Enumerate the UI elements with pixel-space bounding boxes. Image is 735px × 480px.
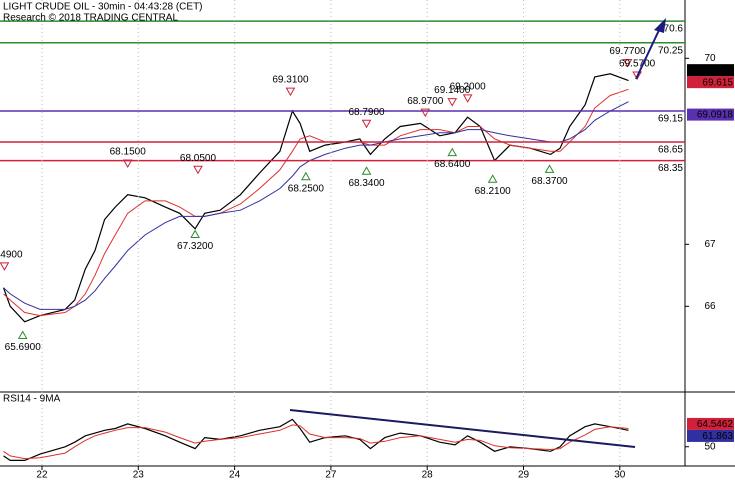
pivot-label: 69.5700 bbox=[619, 59, 656, 70]
pivot-label: 68.1500 bbox=[110, 147, 147, 158]
price-tag bbox=[687, 64, 734, 77]
level-label: 70.25 bbox=[658, 45, 683, 56]
pivot-marker bbox=[544, 164, 555, 173]
pivot-marker bbox=[0, 262, 10, 271]
price-tag-label: 61.863 bbox=[702, 431, 733, 442]
chart-title: LIGHT CRUDE OIL - 30min - 04:43:28 (CET) bbox=[3, 2, 203, 13]
pivot-label: 69.3100 bbox=[272, 75, 309, 86]
pivot-label: 68.3700 bbox=[531, 176, 568, 187]
price-tag bbox=[687, 108, 734, 121]
pivot-label: 68.2100 bbox=[475, 186, 512, 197]
level-label: 68.35 bbox=[658, 163, 683, 174]
x-tick-label: 29 bbox=[518, 470, 530, 480]
pivot-marker bbox=[632, 71, 642, 80]
x-tick-label: 30 bbox=[614, 470, 626, 480]
y-tick-label: 67 bbox=[704, 239, 716, 250]
pivot-label: 68.2500 bbox=[288, 183, 325, 194]
pivot-marker bbox=[285, 87, 296, 97]
y-tick-label: 70 bbox=[704, 53, 716, 64]
pivot-label: 68.0500 bbox=[180, 153, 217, 164]
pivot-marker bbox=[190, 229, 200, 238]
pivot-marker bbox=[122, 159, 133, 168]
pivot-label: 69.1400 bbox=[434, 85, 471, 96]
price-tag bbox=[687, 76, 734, 89]
level-label: 70.6 bbox=[664, 24, 684, 35]
price-tag bbox=[687, 429, 734, 442]
price-tag-label: 69.64 bbox=[708, 65, 733, 76]
pivot-marker bbox=[361, 166, 372, 175]
pivot-marker bbox=[462, 94, 473, 103]
x-tick-label: 23 bbox=[133, 470, 145, 480]
series-line bbox=[3, 424, 629, 460]
x-tick-label: 27 bbox=[325, 470, 337, 480]
y-tick-label: 50 bbox=[704, 441, 716, 452]
pivot-label: 68.3400 bbox=[348, 178, 385, 189]
pivot-marker bbox=[300, 171, 311, 181]
pivot-marker bbox=[17, 330, 28, 340]
pivot-marker bbox=[447, 98, 458, 107]
pivot-label: 69.7700 bbox=[609, 46, 646, 57]
pivot-marker bbox=[487, 174, 498, 183]
pivot-marker bbox=[193, 165, 203, 175]
forecast-arrow-head bbox=[654, 18, 666, 33]
series-line bbox=[3, 101, 629, 310]
level-label: 69.15 bbox=[658, 114, 683, 125]
pivot-marker bbox=[447, 147, 458, 157]
y-tick-label: 66 bbox=[704, 301, 716, 312]
price-tag-label: 64.5462 bbox=[697, 419, 734, 430]
pivot-label: 67.3200 bbox=[177, 241, 214, 252]
price-tag-label: 69.615 bbox=[702, 77, 733, 88]
pivot-label: 68.6400 bbox=[434, 159, 471, 170]
pivot-label: 66.4900 bbox=[0, 250, 23, 261]
forecast-arrow bbox=[635, 27, 661, 80]
pivot-label: 68.7900 bbox=[348, 107, 385, 118]
series-line bbox=[3, 88, 629, 317]
price-tag-label: 69.0918 bbox=[697, 110, 734, 121]
rsi-trendline bbox=[289, 409, 636, 448]
pivot-label: 65.6900 bbox=[5, 342, 42, 353]
pivot-label: 68.9700 bbox=[407, 96, 444, 107]
rsi-title: RSI14 - 9MA bbox=[3, 394, 61, 405]
pivot-marker bbox=[361, 119, 372, 129]
pivot-label: 69.2000 bbox=[450, 82, 487, 93]
level-label: 68.65 bbox=[658, 145, 683, 156]
x-tick-label: 28 bbox=[422, 470, 434, 480]
pivot-marker bbox=[622, 59, 633, 68]
price-tag bbox=[687, 417, 734, 430]
copyright: Research © 2018 TRADING CENTRAL bbox=[3, 13, 178, 24]
x-tick-label: 24 bbox=[229, 470, 241, 480]
x-tick-label: 22 bbox=[36, 470, 48, 480]
